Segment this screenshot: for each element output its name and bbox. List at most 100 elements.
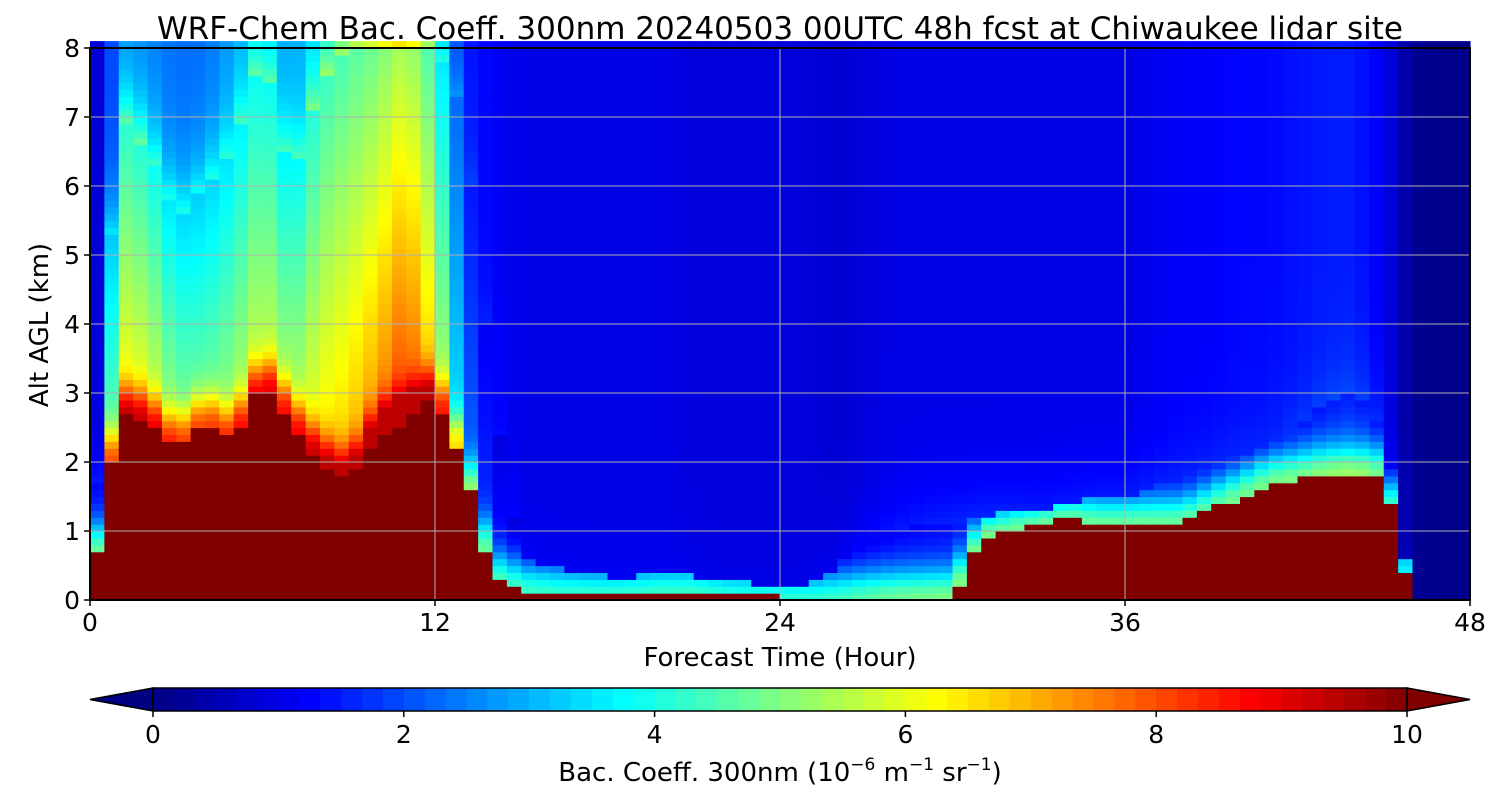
heatmap-cell — [693, 275, 709, 284]
heatmap-cell — [722, 41, 738, 49]
heatmap-cell — [621, 158, 637, 166]
heatmap-cell — [636, 434, 652, 442]
heatmap-cell — [636, 123, 652, 132]
heatmap-cell — [593, 537, 609, 546]
heatmap-cell — [837, 234, 853, 242]
heatmap-cell — [190, 593, 206, 601]
heatmap-cell — [262, 268, 278, 277]
heatmap-cell — [693, 351, 709, 360]
heatmap-cell — [291, 420, 307, 429]
heatmap-cell — [866, 441, 882, 449]
heatmap-cell — [966, 379, 982, 387]
heatmap-cell — [535, 268, 551, 277]
heatmap-cell — [636, 420, 652, 429]
heatmap-cell — [751, 303, 767, 311]
heatmap-cell — [866, 41, 882, 49]
heatmap-cell — [823, 75, 839, 84]
heatmap-cell — [593, 110, 609, 118]
heatmap-cell — [147, 434, 163, 442]
heatmap-cell — [521, 358, 537, 366]
heatmap-cell — [578, 372, 594, 380]
heatmap-cell — [133, 130, 149, 139]
heatmap-cell — [665, 261, 680, 270]
heatmap-cell — [578, 123, 594, 132]
heatmap-cell — [248, 172, 264, 180]
heatmap-cell — [880, 255, 896, 263]
heatmap-cell — [866, 330, 882, 339]
heatmap-cell — [262, 468, 278, 477]
heatmap-cell — [765, 468, 781, 477]
heatmap-cell — [895, 503, 910, 511]
heatmap-cell — [348, 455, 364, 463]
heatmap-cell — [938, 89, 954, 97]
heatmap-cell — [693, 448, 709, 456]
heatmap-cell — [880, 365, 896, 373]
heatmap-cell — [607, 572, 623, 580]
heatmap-cell — [161, 110, 177, 118]
heatmap-cell — [334, 462, 350, 470]
heatmap-cell — [262, 393, 278, 401]
heatmap-cell — [722, 234, 738, 242]
heatmap-cell — [880, 572, 896, 580]
heatmap-cell — [348, 282, 364, 291]
heatmap-cell — [506, 462, 522, 470]
heatmap-cell — [780, 441, 795, 449]
heatmap-cell — [837, 565, 853, 573]
heatmap-cell — [147, 420, 163, 429]
heatmap-cell — [176, 455, 192, 463]
heatmap-cell — [550, 151, 565, 159]
heatmap-cell — [262, 158, 278, 166]
heatmap-cell — [895, 344, 910, 353]
heatmap-cell — [492, 317, 508, 325]
heatmap-cell — [190, 544, 206, 553]
heatmap-cell — [305, 75, 321, 84]
heatmap-cell — [966, 455, 982, 463]
heatmap-cell — [708, 268, 724, 277]
heatmap-cell — [276, 324, 292, 332]
heatmap-cell — [966, 448, 982, 456]
heatmap-cell — [607, 165, 623, 173]
heatmap-cell — [176, 179, 192, 187]
heatmap-cell — [923, 123, 939, 132]
heatmap-cell — [966, 317, 982, 325]
heatmap-cell — [636, 537, 652, 546]
heatmap-cell — [449, 137, 465, 146]
heatmap-cell — [665, 386, 680, 394]
heatmap-cell — [161, 448, 177, 456]
heatmap-cell — [866, 144, 882, 153]
heatmap-cell — [521, 462, 537, 470]
heatmap-cell — [708, 524, 724, 532]
heatmap-cell — [435, 199, 450, 208]
heatmap-cell — [866, 324, 882, 332]
heatmap-cell — [435, 399, 450, 408]
heatmap-cell — [952, 468, 968, 477]
heatmap-cell — [463, 544, 479, 553]
heatmap-cell — [808, 179, 824, 187]
heatmap-cell — [435, 434, 450, 442]
heatmap-cell — [607, 593, 623, 601]
heatmap-cell — [406, 593, 422, 601]
heatmap-cell — [923, 192, 939, 201]
heatmap-cell — [621, 75, 637, 84]
heatmap-cell — [118, 289, 134, 297]
heatmap-cell — [391, 303, 407, 311]
heatmap-cell — [449, 496, 465, 504]
heatmap-cell — [262, 586, 278, 594]
heatmap-cell — [320, 268, 335, 277]
heatmap-cell — [722, 68, 738, 77]
heatmap-cell — [837, 137, 853, 146]
heatmap-cell — [938, 496, 954, 504]
heatmap-cell — [320, 455, 335, 463]
heatmap-cell — [320, 427, 335, 435]
heatmap-cell — [636, 282, 652, 291]
heatmap-cell — [133, 68, 149, 77]
heatmap-cell — [219, 324, 235, 332]
heatmap-cell — [262, 537, 278, 546]
heatmap-cell — [363, 379, 379, 387]
heatmap-cell — [90, 496, 105, 504]
heatmap-cell — [291, 123, 307, 132]
heatmap-cell — [305, 82, 321, 90]
heatmap-cell — [147, 48, 163, 56]
heatmap-cell — [923, 324, 939, 332]
heatmap-cell — [190, 275, 206, 284]
